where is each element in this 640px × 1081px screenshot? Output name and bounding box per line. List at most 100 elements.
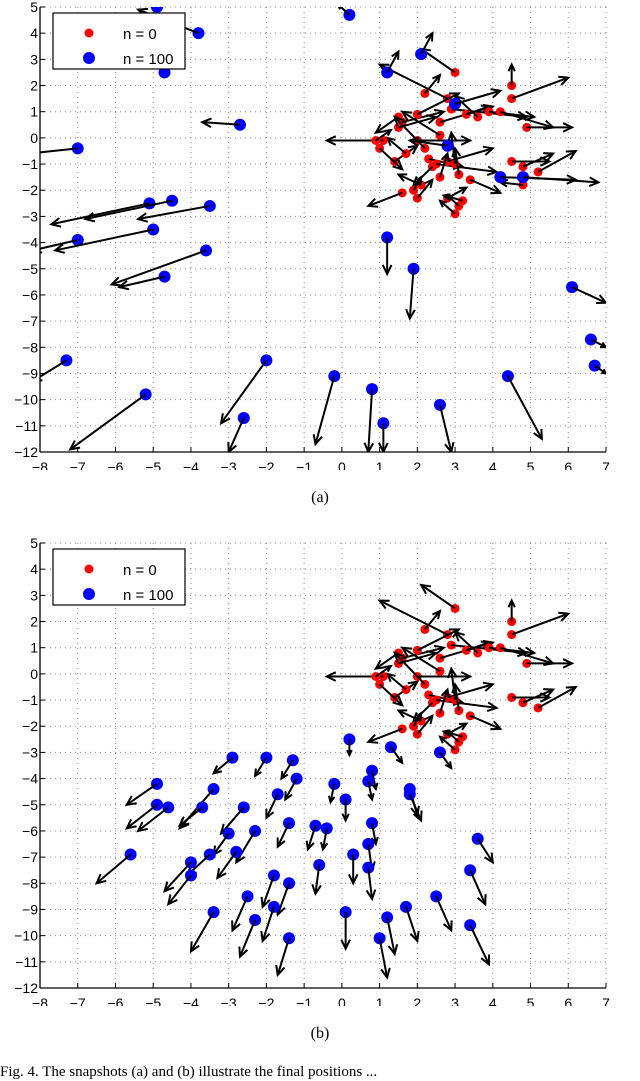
arrow-icon xyxy=(367,191,403,207)
y-tick-label: −7 xyxy=(22,849,38,865)
x-tick-label: −8 xyxy=(32,995,48,1006)
arrow-icon xyxy=(371,822,377,845)
x-tick-label: 4 xyxy=(489,459,497,470)
arrow-icon xyxy=(137,204,210,221)
arrow-icon xyxy=(466,641,490,652)
subcaption-b: (b) xyxy=(310,1025,330,1042)
data-point xyxy=(495,643,505,653)
data-point xyxy=(507,94,517,104)
data-point xyxy=(501,370,514,383)
plot-area xyxy=(40,7,606,452)
axes: −8 −7 −6 −5 −4 −3 −2 −1 0 1 2 3 4 5 6 7543210−1−2−3−4−5… xyxy=(14,0,610,470)
data-point xyxy=(430,890,443,903)
arrow-icon xyxy=(261,875,275,908)
arrow-icon xyxy=(408,793,423,821)
arrow-icon xyxy=(454,89,501,105)
y-tick-label: −2 xyxy=(22,718,38,734)
arrow-icon xyxy=(420,584,456,610)
arrow-icon xyxy=(126,783,158,806)
x-tick-label: −4 xyxy=(183,995,199,1006)
arrow-icon xyxy=(69,393,147,451)
y-tick-label: 3 xyxy=(30,51,38,67)
x-tick-label: −1 xyxy=(296,995,312,1006)
figure-caption: Fig. 4. The snapshots (a) and (b) illust… xyxy=(0,1064,378,1080)
data-point xyxy=(320,822,333,835)
y-tick-label: −3 xyxy=(22,208,38,224)
arrow-icon xyxy=(378,938,389,978)
arrow-icon xyxy=(450,668,457,701)
arrow-icon xyxy=(379,599,448,636)
series-n100 xyxy=(40,7,606,452)
x-tick-label: 7 xyxy=(602,995,610,1006)
data-point xyxy=(507,156,517,166)
arrow-icon xyxy=(167,874,192,905)
data-point xyxy=(241,890,254,903)
y-tick-label: −10 xyxy=(14,392,38,408)
x-tick-label: 3 xyxy=(451,459,459,470)
x-tick-label: −5 xyxy=(145,995,161,1006)
arrow-icon xyxy=(439,404,453,452)
arrow-icon xyxy=(367,727,403,743)
y-tick-label: −12 xyxy=(14,980,38,996)
arrow-icon xyxy=(405,906,419,942)
legend-marker-n0 xyxy=(84,28,94,38)
arrow-icon xyxy=(51,202,150,226)
y-tick-label: −4 xyxy=(22,771,38,787)
y-tick-label: −9 xyxy=(22,901,38,917)
y-tick-label: −8 xyxy=(22,339,38,355)
x-tick-label: −3 xyxy=(221,995,237,1006)
arrow-icon xyxy=(95,853,132,885)
legend-label-n0: n = 0 xyxy=(123,562,157,579)
y-tick-label: −7 xyxy=(22,313,38,329)
arrow-icon xyxy=(202,121,241,126)
arrow-icon xyxy=(416,92,460,116)
arrow-icon xyxy=(454,631,479,654)
arrow-icon xyxy=(220,359,268,424)
arrow-icon xyxy=(522,176,599,184)
arrow-icon xyxy=(401,646,444,660)
arrow-icon xyxy=(393,116,426,150)
arrow-icon xyxy=(420,32,434,55)
y-tick-label: −10 xyxy=(14,928,38,944)
arrow-icon xyxy=(212,832,230,856)
arrow-icon xyxy=(306,825,317,850)
data-point xyxy=(150,7,163,13)
y-tick-label: 4 xyxy=(30,561,38,577)
legend-marker-n0 xyxy=(84,564,94,574)
arrow-icon xyxy=(378,147,403,171)
arrow-icon xyxy=(386,673,407,691)
y-tick-label: −6 xyxy=(22,823,38,839)
series-n0 xyxy=(324,47,578,219)
data-point xyxy=(233,118,246,131)
arrow-icon xyxy=(375,129,392,142)
arrow-icon xyxy=(469,924,490,965)
legend: n = 0 n = 100 xyxy=(52,548,186,606)
arrow-icon xyxy=(231,895,249,931)
x-tick-label: 6 xyxy=(564,995,572,1006)
arrow-icon xyxy=(507,375,543,440)
x-tick-label: −3 xyxy=(221,459,237,470)
arrow-icon xyxy=(424,74,441,95)
legend-marker-n100 xyxy=(83,588,95,600)
arrow-icon xyxy=(276,937,290,976)
y-tick-label: −4 xyxy=(22,235,38,251)
y-tick-label: 1 xyxy=(30,104,38,120)
arrow-icon xyxy=(454,148,460,175)
axes: −8 −7 −6 −5 −4 −3 −2 −1 0 1 2 3 4 5 6 7543210−1−2−3−4−5… xyxy=(14,536,610,1006)
arrow-icon xyxy=(439,689,449,714)
x-tick-label: −7 xyxy=(70,459,86,470)
arrow-icon xyxy=(401,646,441,673)
x-tick-label: 0 xyxy=(338,995,346,1006)
chart-panel-b: −8 −7 −6 −5 −4 −3 −2 −1 0 1 2 3 4 5 6 7 5 4 3 2 1 0 −1 −2 −3 −4 −5… xyxy=(0,536,640,1006)
arrow-icon xyxy=(85,199,173,221)
x-tick-label: −7 xyxy=(70,995,86,1006)
grid xyxy=(40,542,607,988)
plot-area xyxy=(94,583,578,980)
legend: n = 0 n = 100 xyxy=(52,12,186,70)
x-tick-label: 5 xyxy=(527,995,535,1006)
arrow-icon xyxy=(314,864,321,894)
y-tick-label: 4 xyxy=(30,25,38,41)
x-tick-label: 1 xyxy=(376,459,384,470)
arrow-icon xyxy=(416,715,434,735)
arrow-icon xyxy=(590,338,606,349)
